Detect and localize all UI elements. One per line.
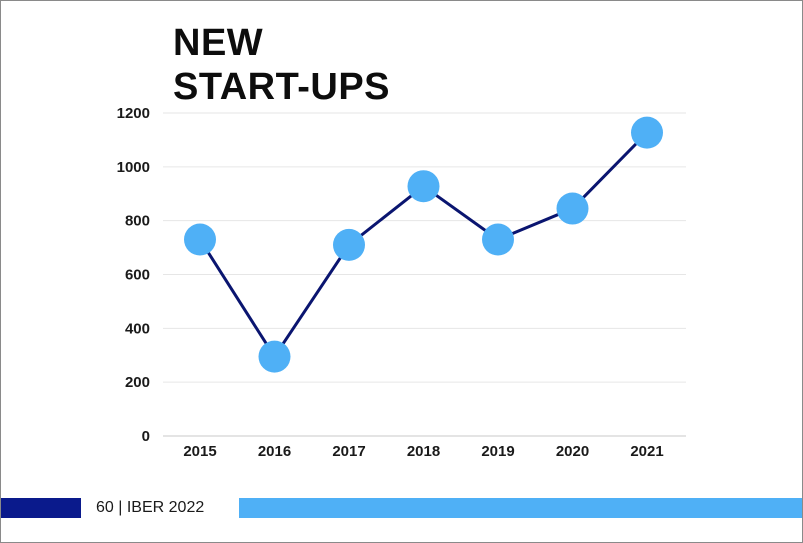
x-tick-label: 2015 — [183, 443, 216, 460]
footer-caption: 60 | IBER 2022 — [96, 497, 204, 519]
data-point — [258, 340, 291, 373]
footer-publication: IBER 2022 — [126, 499, 205, 516]
y-tick-label: 400 — [125, 320, 150, 337]
data-point — [482, 223, 514, 256]
y-tick-label: 0 — [142, 428, 150, 445]
x-tick-label: 2018 — [407, 443, 440, 460]
x-tick-label: 2016 — [258, 443, 291, 460]
x-tick-label: 2021 — [630, 443, 663, 460]
x-tick-label: 2020 — [556, 443, 589, 460]
data-point — [333, 228, 365, 261]
footer-accent-bar-dark — [1, 498, 81, 518]
y-tick-label: 1200 — [117, 105, 150, 122]
y-tick-label: 800 — [125, 213, 150, 230]
chart-title: NEW START-UPS — [173, 21, 390, 109]
y-tick-label: 1000 — [117, 159, 150, 176]
footer-accent-bar-light — [239, 498, 802, 518]
x-tick-label: 2017 — [332, 443, 365, 460]
footer-separator: | — [118, 499, 123, 516]
data-point — [184, 223, 216, 256]
data-point — [407, 170, 440, 203]
footer-page-number: 60 — [96, 499, 114, 516]
data-point — [631, 116, 663, 149]
y-tick-label: 200 — [125, 374, 150, 391]
y-tick-label: 600 — [125, 267, 150, 284]
data-point — [556, 192, 589, 225]
x-tick-label: 2019 — [481, 443, 514, 460]
series-line — [198, 131, 649, 359]
chart-title-line-2: START-UPS — [173, 66, 391, 108]
chart-title-line-1: NEW — [173, 22, 264, 64]
